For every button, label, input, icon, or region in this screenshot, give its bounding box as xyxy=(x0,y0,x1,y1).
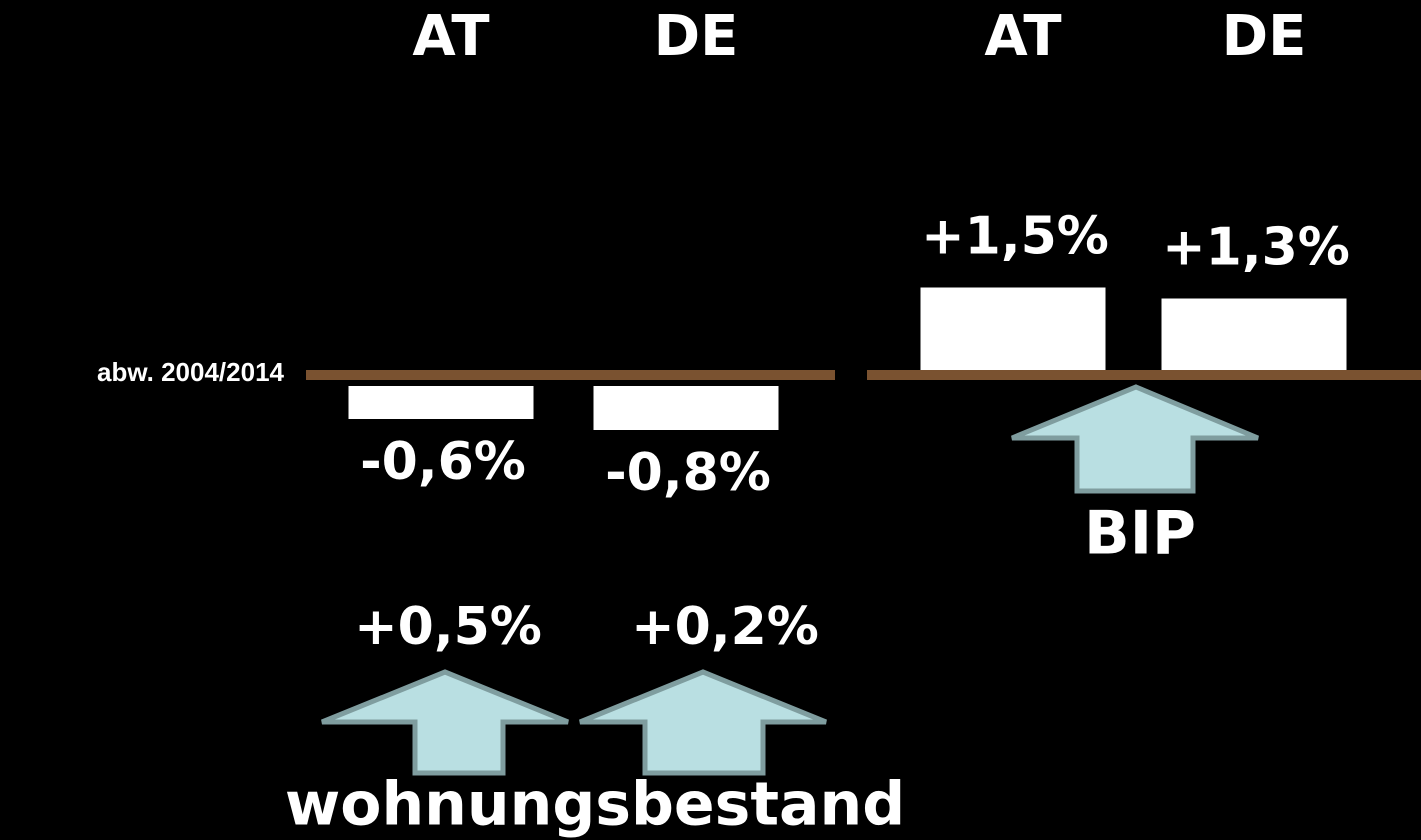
bar xyxy=(593,386,779,430)
value-label: +1,3% xyxy=(1162,218,1350,278)
category-label: DE xyxy=(654,4,739,69)
arrow xyxy=(1011,384,1259,494)
category-label: AT xyxy=(984,4,1061,69)
bar xyxy=(920,287,1106,370)
annotation: BIP xyxy=(1084,499,1196,569)
baseline xyxy=(867,370,1421,380)
category-label: AT xyxy=(412,4,489,69)
value-label: +1,5% xyxy=(921,207,1109,267)
annotation: wohnungsbestand xyxy=(285,770,905,840)
annotation: +0,5% xyxy=(354,597,542,657)
baseline xyxy=(306,370,835,380)
bar xyxy=(348,386,534,419)
bar xyxy=(1161,298,1347,370)
arrow xyxy=(321,669,569,776)
axis-label: abw. 2004/2014 xyxy=(97,357,284,387)
category-label: DE xyxy=(1222,4,1307,69)
value-label: -0,6% xyxy=(360,432,526,492)
annotation: +0,2% xyxy=(631,597,819,657)
arrow xyxy=(579,669,827,776)
value-label: -0,8% xyxy=(605,443,771,503)
